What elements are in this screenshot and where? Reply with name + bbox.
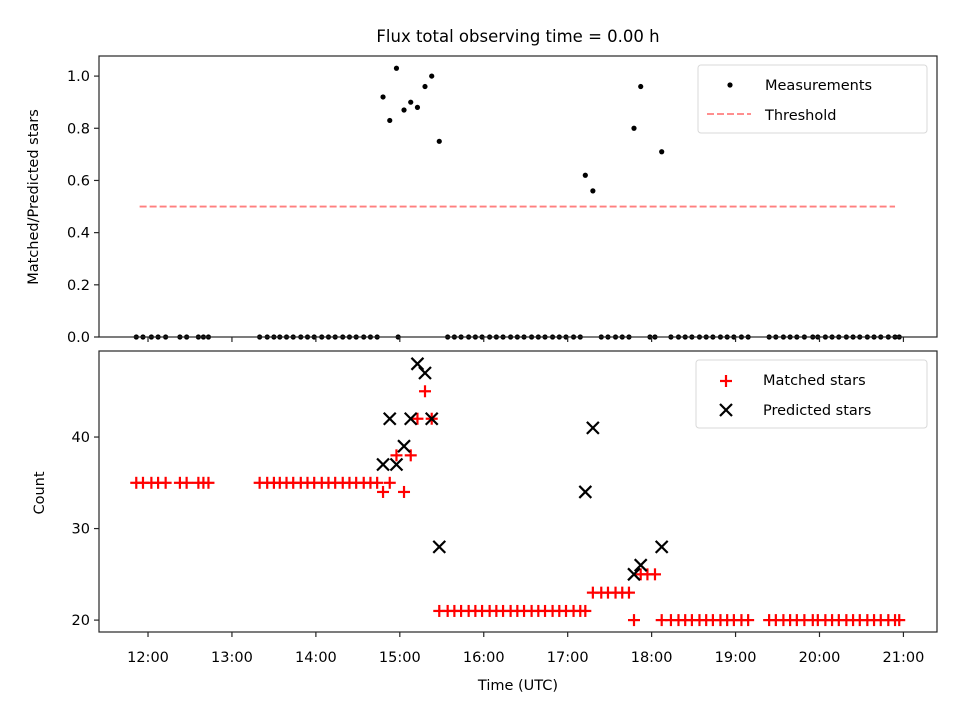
bottom-legend-frame (695, 359, 928, 429)
predicted-point (627, 567, 641, 582)
measurement-point (393, 65, 400, 71)
matched-point (648, 568, 661, 581)
x-tick-label: 13:00 (211, 650, 253, 666)
bottom-y-tick-label: 20 (72, 613, 90, 629)
measurement-point (408, 99, 414, 105)
top-y-axis: 0.0 0.2 0.4 0.6 0.8 1.0 (67, 69, 99, 346)
legend-threshold-label: Threshold (764, 108, 836, 124)
matched-point (377, 485, 390, 498)
bottom-y-axis-label: Count (32, 471, 48, 514)
matched-point (893, 614, 906, 627)
x-tick-label: 16:00 (463, 650, 505, 666)
top-x-axis (147, 337, 905, 342)
x-tick-label: 19:00 (715, 650, 757, 666)
predicted-point (424, 411, 439, 426)
legend-matched-label: Matched stars (763, 373, 866, 389)
measurement-point (414, 104, 421, 110)
measurement-point (582, 172, 588, 178)
measurement-point (387, 117, 393, 124)
legend-matched-marker (720, 375, 732, 387)
bottom-plot-area (130, 357, 906, 627)
matched-point (627, 614, 640, 627)
x-axis-label: Time (UTC) (477, 678, 558, 694)
x-tick-label: 17:00 (547, 650, 589, 666)
top-axes-frame (98, 55, 938, 338)
matched-point (202, 476, 215, 489)
measurement-point (401, 107, 407, 113)
x-tick-label: 15:00 (379, 650, 421, 666)
bottom-x-axis: 12:00 13:00 14:00 15:00 16:00 17:00 18:00 19:00… (127, 632, 924, 666)
chart-title: Flux total observing time = 0.00 h (376, 27, 659, 46)
measurement-point (590, 188, 596, 194)
predicted-point (382, 411, 397, 426)
predicted-point (403, 411, 418, 426)
matched-point (622, 586, 635, 599)
legend-predicted-label: Predicted stars (763, 403, 871, 419)
top-legend: Measurements Threshold (697, 64, 928, 134)
matched-point (159, 476, 172, 489)
top-y-axis-label: Matched/Predicted stars (26, 109, 42, 285)
predicted-point (410, 357, 425, 371)
measurement-point (631, 125, 637, 131)
predicted-point (397, 439, 411, 453)
matched-point (398, 485, 411, 498)
bottom-legend: Matched stars Predicted stars (695, 359, 928, 429)
legend-measurements-label: Measurements (765, 78, 872, 94)
matched-point (411, 412, 424, 425)
predicted-point (633, 558, 648, 572)
measurement-point (429, 73, 435, 79)
measurement-point (422, 83, 428, 90)
top-y-tick-label: 0.0 (67, 330, 90, 346)
matched-point (383, 476, 396, 489)
matched-point (419, 385, 432, 398)
top-y-tick-label: 0.2 (67, 278, 90, 294)
predicted-point (389, 457, 404, 472)
measurement-point (436, 138, 442, 144)
matched-point (390, 449, 403, 462)
predicted-point (432, 540, 447, 554)
measurement-point (638, 83, 644, 90)
predicted-point (578, 485, 593, 499)
x-tick-label: 12:00 (127, 650, 169, 666)
predicted-point (654, 540, 669, 554)
bottom-axes-frame (98, 350, 938, 633)
matched-point (371, 476, 384, 489)
bottom-y-tick-label: 40 (72, 430, 90, 446)
matched-point (404, 449, 417, 462)
x-tick-label: 18:00 (631, 650, 673, 666)
x-tick-label: 21:00 (883, 650, 925, 666)
matched-point (579, 604, 592, 617)
predicted-point (586, 421, 600, 435)
legend-measurement-marker (727, 82, 733, 88)
matched-point (180, 476, 193, 489)
top-y-tick-label: 0.6 (67, 173, 90, 189)
predicted-point (376, 457, 390, 472)
measurement-point (659, 149, 665, 155)
measurement-point (380, 94, 386, 100)
matched-point (742, 614, 755, 627)
predicted-point (418, 366, 432, 380)
x-tick-label: 14:00 (295, 650, 337, 666)
bottom-y-axis: 20 30 40 (72, 430, 99, 629)
legend-predicted-marker (719, 403, 733, 417)
top-legend-frame (697, 64, 928, 134)
top-y-tick-label: 0.4 (67, 226, 90, 242)
top-y-tick-label: 1.0 (67, 69, 90, 85)
x-tick-label: 20:00 (799, 650, 841, 666)
bottom-y-tick-label: 30 (72, 522, 90, 538)
top-y-tick-label: 0.8 (67, 121, 90, 137)
